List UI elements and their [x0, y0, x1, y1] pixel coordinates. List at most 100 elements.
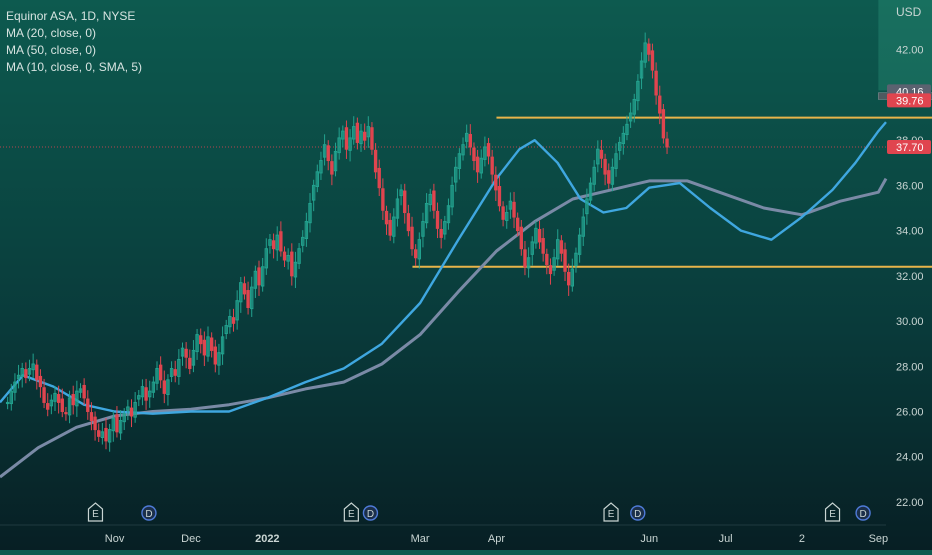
- candle[interactable]: [574, 252, 578, 267]
- candle[interactable]: [155, 368, 159, 384]
- candle[interactable]: [250, 286, 254, 310]
- candle[interactable]: [60, 398, 64, 412]
- candle[interactable]: [647, 43, 651, 55]
- candle[interactable]: [56, 394, 61, 403]
- candle[interactable]: [297, 248, 301, 264]
- candle[interactable]: [5, 401, 10, 405]
- candle[interactable]: [235, 300, 239, 321]
- legend-ma20[interactable]: MA (20, close, 0): [6, 26, 97, 40]
- candle[interactable]: [224, 325, 228, 334]
- candle[interactable]: [107, 429, 112, 443]
- candle[interactable]: [75, 390, 79, 407]
- candle[interactable]: [494, 174, 498, 191]
- candle[interactable]: [443, 221, 447, 235]
- candle[interactable]: [118, 420, 123, 434]
- candle[interactable]: [450, 184, 454, 208]
- candle[interactable]: [661, 109, 666, 139]
- candle[interactable]: [384, 210, 389, 225]
- candle[interactable]: [78, 388, 83, 393]
- candle[interactable]: [366, 126, 370, 138]
- candle[interactable]: [322, 144, 327, 158]
- candle[interactable]: [344, 127, 349, 150]
- candle[interactable]: [279, 231, 283, 252]
- legend-symbol[interactable]: Equinor ASA, 1D, NYSE: [6, 9, 136, 23]
- candle[interactable]: [199, 335, 203, 345]
- candle[interactable]: [16, 374, 21, 380]
- candle[interactable]: [552, 257, 556, 271]
- candle[interactable]: [213, 346, 217, 365]
- candle[interactable]: [537, 228, 542, 243]
- candle[interactable]: [217, 352, 221, 366]
- candle[interactable]: [122, 413, 126, 423]
- candle[interactable]: [271, 240, 276, 250]
- candle[interactable]: [290, 251, 294, 277]
- candle[interactable]: [464, 132, 469, 142]
- candle[interactable]: [435, 210, 440, 229]
- candle[interactable]: [337, 137, 341, 154]
- candle[interactable]: [100, 431, 105, 438]
- legend-ma50[interactable]: MA (50, close, 0): [6, 43, 97, 57]
- candle[interactable]: [246, 290, 250, 308]
- candle[interactable]: [519, 226, 523, 250]
- candle[interactable]: [42, 387, 46, 403]
- candle[interactable]: [220, 336, 225, 355]
- candle[interactable]: [257, 267, 261, 286]
- candle[interactable]: [486, 143, 491, 157]
- candle[interactable]: [49, 399, 54, 407]
- candle[interactable]: [395, 198, 400, 219]
- candle[interactable]: [319, 160, 323, 174]
- candle[interactable]: [643, 42, 647, 63]
- candle[interactable]: [508, 200, 513, 210]
- candle[interactable]: [111, 417, 115, 432]
- candle[interactable]: [570, 268, 575, 287]
- candle[interactable]: [479, 157, 483, 174]
- candle[interactable]: [632, 98, 636, 115]
- candle[interactable]: [388, 219, 392, 236]
- candle[interactable]: [461, 144, 465, 156]
- candle[interactable]: [446, 205, 451, 224]
- candle[interactable]: [523, 249, 527, 268]
- candle[interactable]: [38, 375, 43, 388]
- candle[interactable]: [501, 206, 505, 220]
- candle[interactable]: [505, 212, 509, 221]
- earnings-marker[interactable]: [824, 502, 841, 522]
- candle[interactable]: [556, 239, 560, 260]
- candle[interactable]: [67, 397, 72, 416]
- ma-line-ma50[interactable]: [0, 177, 888, 479]
- candle[interactable]: [381, 188, 385, 211]
- candle[interactable]: [148, 390, 152, 398]
- candle[interactable]: [512, 201, 516, 218]
- candle[interactable]: [654, 70, 658, 96]
- candle[interactable]: [93, 416, 97, 431]
- candle[interactable]: [115, 414, 119, 433]
- candle[interactable]: [209, 337, 214, 351]
- candle[interactable]: [86, 398, 90, 412]
- candle[interactable]: [421, 221, 425, 237]
- candle[interactable]: [596, 148, 600, 165]
- candle[interactable]: [89, 412, 94, 422]
- candle[interactable]: [169, 368, 174, 377]
- candle[interactable]: [9, 390, 13, 405]
- candle[interactable]: [530, 241, 534, 255]
- candle[interactable]: [301, 236, 305, 246]
- candle[interactable]: [548, 265, 553, 275]
- candle[interactable]: [260, 266, 265, 287]
- candle[interactable]: [457, 153, 462, 169]
- candle[interactable]: [162, 380, 166, 394]
- candle[interactable]: [621, 132, 626, 145]
- candle[interactable]: [355, 122, 360, 143]
- candle[interactable]: [545, 253, 549, 266]
- candle[interactable]: [184, 348, 188, 358]
- candle[interactable]: [610, 166, 615, 185]
- candle[interactable]: [133, 401, 137, 418]
- candle[interactable]: [424, 202, 429, 224]
- candle[interactable]: [406, 213, 411, 232]
- candle[interactable]: [403, 190, 407, 214]
- legend-ma10[interactable]: MA (10, close, 0, SMA, 5): [6, 60, 143, 74]
- candle[interactable]: [439, 228, 443, 238]
- candle[interactable]: [82, 384, 86, 399]
- price-tag[interactable]: [887, 93, 931, 108]
- candle[interactable]: [180, 347, 185, 357]
- candle[interactable]: [559, 240, 564, 254]
